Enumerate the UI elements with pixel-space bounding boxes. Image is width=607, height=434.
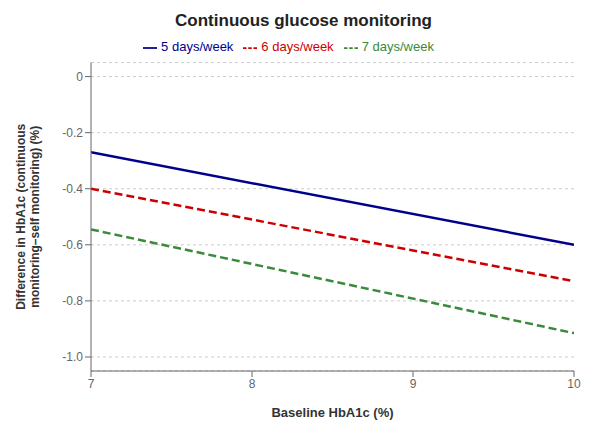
- svg-text:monitoring–self monitoring) (%: monitoring–self monitoring) (%): [28, 126, 42, 308]
- svg-text:-0.6: -0.6: [62, 238, 83, 252]
- html-text:7 days/week: 7 days/week: [361, 39, 434, 54]
- html-text:5 days/week: 5 days/week: [161, 39, 234, 54]
- html-text:6 days/week: 6 days/week: [261, 39, 334, 54]
- svg-text:7: 7: [88, 377, 95, 391]
- svg-text:10: 10: [567, 377, 581, 391]
- svg-text:-0.2: -0.2: [62, 126, 83, 140]
- svg-text:Baseline HbA1c (%): Baseline HbA1c (%): [271, 405, 393, 420]
- svg-text:-1.0: -1.0: [62, 350, 83, 364]
- svg-text:8: 8: [249, 377, 256, 391]
- svg-text:-0.4: -0.4: [62, 182, 83, 196]
- svg-text:0: 0: [76, 70, 83, 84]
- svg-text:Difference in HbA1c (continuou: Difference in HbA1c (continuous: [14, 123, 28, 309]
- svg-text:9: 9: [410, 377, 417, 391]
- html-text:Continuous glucose monitoring: Continuous glucose monitoring: [175, 11, 432, 30]
- svg-text:-0.8: -0.8: [62, 294, 83, 308]
